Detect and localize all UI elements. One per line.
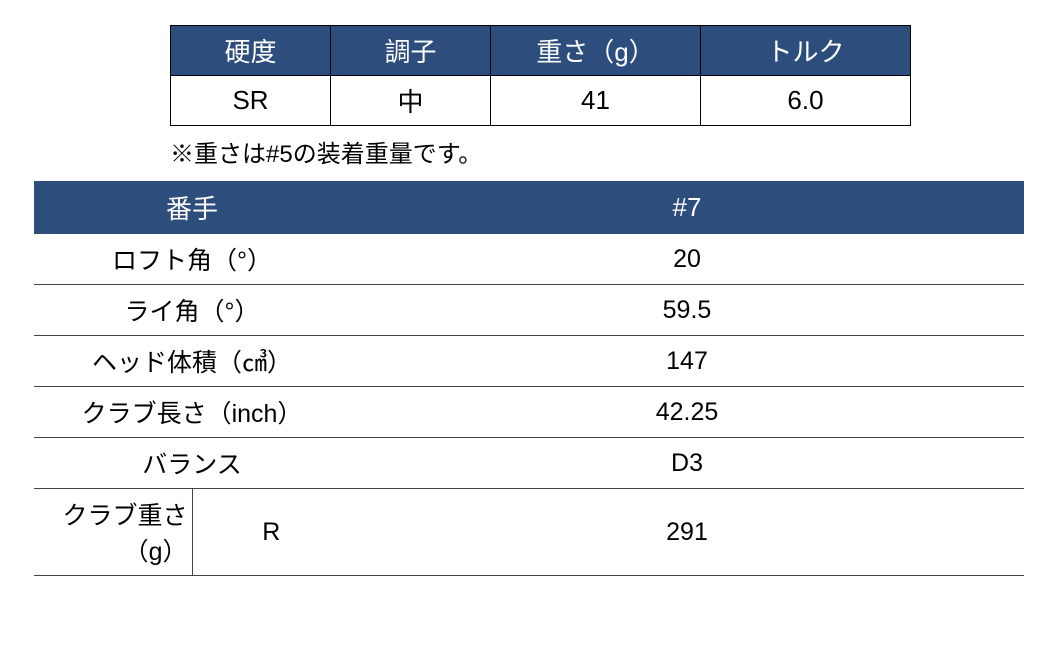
- table-row: ロフト角（°）20: [34, 234, 1024, 285]
- row-value: D3: [350, 438, 1024, 489]
- row-value: 42.25: [350, 387, 1024, 438]
- header-hardness: 硬度: [171, 26, 331, 76]
- table-row: バランスD3: [34, 438, 1024, 489]
- table-row: クラブ長さ（inch）42.25: [34, 387, 1024, 438]
- row-sublabel: R: [192, 489, 350, 576]
- club-spec-header-row: 番手 #7: [34, 181, 1024, 234]
- row-value: 59.5: [350, 285, 1024, 336]
- row-label: ロフト角（°）: [34, 234, 350, 285]
- row-value: 291: [350, 489, 1024, 576]
- table-row: クラブ重さ（g）R291: [34, 489, 1024, 576]
- row-value: 147: [350, 336, 1024, 387]
- shaft-spec-data-row: SR 中 41 6.0: [171, 76, 911, 126]
- row-value: 20: [350, 234, 1024, 285]
- weight-note: ※重さは#5の装着重量です。: [170, 134, 1020, 169]
- table-row: ヘッド体積（㎤）147: [34, 336, 1024, 387]
- value-hardness: SR: [171, 76, 331, 126]
- header-kickpoint: 調子: [331, 26, 491, 76]
- shaft-spec-header-row: 硬度 調子 重さ（g） トルク: [171, 26, 911, 76]
- header-club-number-label: 番手: [34, 181, 350, 234]
- club-spec-body: ロフト角（°）20ライ角（°）59.5ヘッド体積（㎤）147クラブ長さ（inch…: [34, 234, 1024, 576]
- value-kickpoint: 中: [331, 76, 491, 126]
- table-row: ライ角（°）59.5: [34, 285, 1024, 336]
- shaft-spec-table: 硬度 調子 重さ（g） トルク SR 中 41 6.0: [170, 25, 911, 126]
- header-weight: 重さ（g）: [491, 26, 701, 76]
- value-torque: 6.0: [701, 76, 911, 126]
- header-club-number-value: #7: [350, 181, 1024, 234]
- club-spec-table: 番手 #7 ロフト角（°）20ライ角（°）59.5ヘッド体積（㎤）147クラブ長…: [34, 181, 1024, 576]
- row-label: バランス: [34, 438, 350, 489]
- row-label: クラブ長さ（inch）: [34, 387, 350, 438]
- header-torque: トルク: [701, 26, 911, 76]
- row-label: ライ角（°）: [34, 285, 350, 336]
- row-label: ヘッド体積（㎤）: [34, 336, 350, 387]
- value-weight: 41: [491, 76, 701, 126]
- row-label: クラブ重さ（g）: [34, 489, 192, 576]
